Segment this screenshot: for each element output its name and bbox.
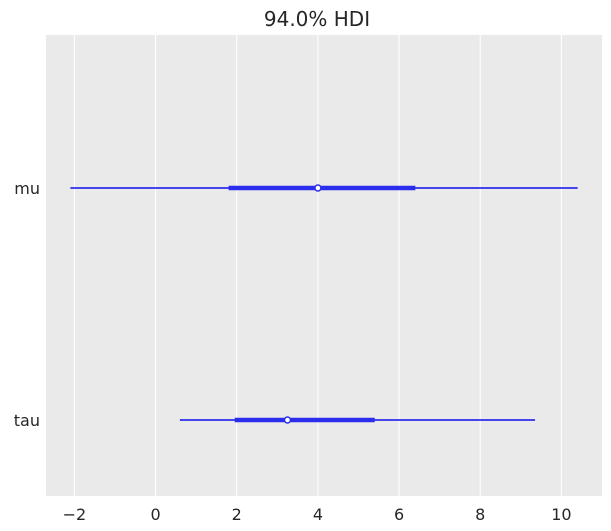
hdi-intervals	[70, 184, 578, 424]
x-tick-label: 4	[313, 505, 323, 524]
grid-lines	[73, 35, 562, 496]
x-tick-labels: −2 0 2 4 6 8 10	[63, 505, 572, 524]
x-tick-label: 0	[150, 505, 160, 524]
x-tick-label: −2	[63, 505, 87, 524]
x-tick-label: 6	[394, 505, 404, 524]
point-estimate-tau	[283, 416, 292, 424]
point-estimate-mu	[314, 184, 322, 192]
x-tick-label: 2	[232, 505, 242, 524]
y-tick-labels: mu tau	[14, 179, 40, 430]
plot-background	[46, 35, 602, 496]
x-tick-label: 10	[551, 505, 571, 524]
x-tick-label: 8	[475, 505, 485, 524]
y-tick-label-mu: mu	[14, 179, 40, 198]
y-tick-label-tau: tau	[14, 411, 40, 430]
chart-title: 94.0% HDI	[264, 7, 370, 31]
